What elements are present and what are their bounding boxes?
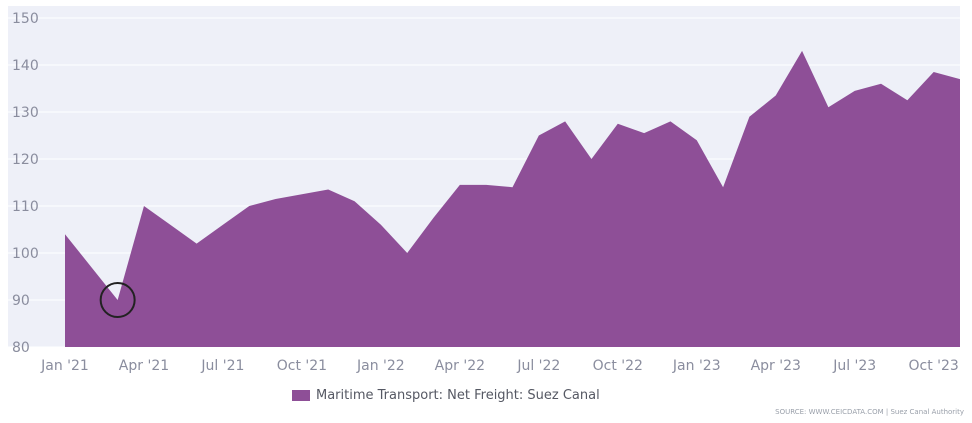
data-point — [800, 49, 804, 53]
y-tick-label: 100 — [12, 246, 39, 262]
data-point — [116, 298, 120, 302]
data-point — [458, 183, 462, 187]
y-tick-label: 130 — [12, 105, 39, 121]
y-tick-label: 90 — [12, 293, 30, 309]
x-tick-label: Oct '22 — [593, 358, 643, 374]
x-tick-label: Apr '22 — [435, 358, 485, 374]
data-point — [195, 242, 199, 246]
data-point — [668, 119, 672, 123]
x-tick-label: Jan '23 — [672, 358, 721, 374]
data-point — [405, 251, 409, 255]
data-point — [379, 223, 383, 227]
y-tick-label: 80 — [12, 340, 30, 356]
data-point — [747, 115, 751, 119]
data-point — [89, 265, 93, 269]
y-tick-label: 140 — [12, 58, 39, 74]
data-point — [142, 204, 146, 208]
data-point — [353, 199, 357, 203]
data-point — [432, 216, 436, 220]
data-point — [247, 204, 251, 208]
x-tick-label: Jul '23 — [832, 358, 876, 374]
y-tick-label: 110 — [12, 199, 39, 215]
data-point — [774, 94, 778, 98]
x-tick-label: Oct '21 — [277, 358, 327, 374]
data-point — [721, 185, 725, 189]
data-point — [642, 131, 646, 135]
data-point — [932, 70, 936, 74]
data-point — [484, 183, 488, 187]
legend-swatch — [292, 390, 310, 401]
data-point — [221, 223, 225, 227]
data-point — [537, 134, 541, 138]
data-point — [563, 119, 567, 123]
x-tick-label: Apr '23 — [751, 358, 801, 374]
x-tick-label: Apr '21 — [119, 358, 169, 374]
x-tick-label: Jan '21 — [40, 358, 89, 374]
y-tick-label: 150 — [12, 11, 39, 27]
data-point — [589, 157, 593, 161]
annotation-circle — [99, 282, 136, 318]
source-note: SOURCE: WWW.CEICDATA.COM | Suez Canal Au… — [775, 408, 964, 416]
data-point — [826, 105, 830, 109]
data-point — [274, 197, 278, 201]
data-point — [168, 223, 172, 227]
x-tick-label: Jul '21 — [200, 358, 244, 374]
x-tick-label: Jul '22 — [516, 358, 560, 374]
legend-label: Maritime Transport: Net Freight: Suez Ca… — [316, 388, 600, 403]
x-tick-label: Jan '22 — [356, 358, 405, 374]
data-point — [300, 192, 304, 196]
data-point — [879, 82, 883, 86]
data-point — [63, 232, 67, 236]
data-point — [511, 185, 515, 189]
legend[interactable]: Maritime Transport: Net Freight: Suez Ca… — [292, 388, 600, 403]
data-point — [326, 188, 330, 192]
data-point — [853, 89, 857, 93]
data-point — [905, 98, 909, 102]
data-point — [695, 138, 699, 142]
x-tick-label: Oct '23 — [909, 358, 959, 374]
series-area — [65, 50, 960, 348]
data-point — [958, 77, 962, 81]
data-point — [616, 122, 620, 126]
y-tick-label: 120 — [12, 152, 39, 168]
